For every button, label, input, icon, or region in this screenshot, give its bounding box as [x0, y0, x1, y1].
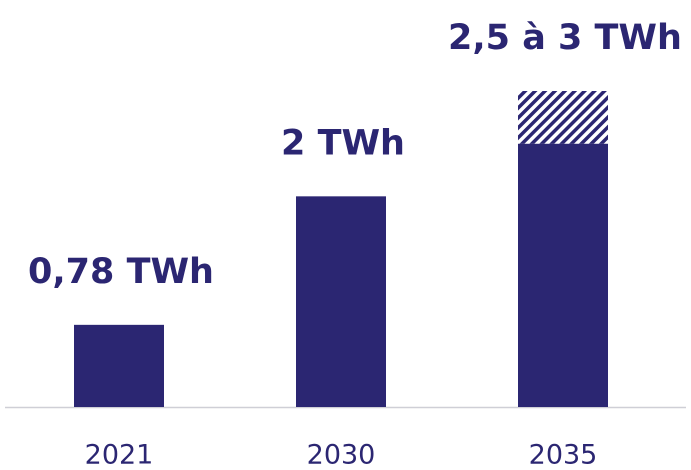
x-tick-label: 2035: [529, 440, 598, 470]
bar-segment-hatched: [518, 91, 608, 144]
value-label: 0,78 TWh: [28, 252, 214, 292]
value-label: 2 TWh: [281, 123, 405, 163]
x-tick-label: 2021: [85, 440, 154, 470]
bar: [518, 143, 608, 407]
bar: [74, 324, 164, 407]
bar: [296, 196, 386, 407]
value-label: 2,5 à 3 TWh: [448, 18, 682, 58]
x-tick-label: 2030: [307, 440, 376, 470]
